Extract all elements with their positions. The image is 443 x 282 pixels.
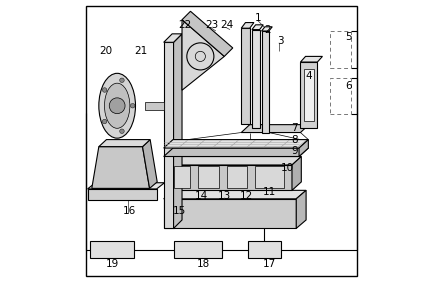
Polygon shape <box>292 157 301 190</box>
Polygon shape <box>261 27 272 31</box>
Polygon shape <box>300 62 317 128</box>
Polygon shape <box>296 190 306 228</box>
Circle shape <box>102 119 107 124</box>
Polygon shape <box>88 183 164 189</box>
Bar <box>330 31 351 68</box>
Circle shape <box>130 103 135 108</box>
Polygon shape <box>174 166 190 188</box>
Text: 21: 21 <box>135 46 148 56</box>
Text: 6: 6 <box>345 81 352 91</box>
Text: 2: 2 <box>265 25 272 35</box>
Polygon shape <box>261 31 269 133</box>
Text: 17: 17 <box>263 259 276 269</box>
Text: 15: 15 <box>173 206 186 217</box>
Polygon shape <box>182 20 224 90</box>
Polygon shape <box>88 189 157 200</box>
Bar <box>330 78 351 114</box>
Polygon shape <box>168 165 292 190</box>
Text: 16: 16 <box>123 206 136 217</box>
Circle shape <box>120 78 124 83</box>
Polygon shape <box>164 199 296 228</box>
Bar <box>174 241 222 258</box>
Polygon shape <box>252 30 260 128</box>
Ellipse shape <box>105 83 130 128</box>
Text: 24: 24 <box>221 20 234 30</box>
Text: 7: 7 <box>291 123 298 133</box>
Polygon shape <box>227 166 247 188</box>
Polygon shape <box>300 56 323 62</box>
Text: 10: 10 <box>281 163 294 173</box>
Circle shape <box>120 129 124 133</box>
Polygon shape <box>92 147 150 188</box>
Polygon shape <box>255 166 284 188</box>
Polygon shape <box>241 23 254 28</box>
Bar <box>90 241 134 258</box>
Polygon shape <box>164 140 308 148</box>
Bar <box>145 102 164 110</box>
Polygon shape <box>168 157 301 165</box>
Text: 18: 18 <box>197 259 210 269</box>
Ellipse shape <box>99 73 136 138</box>
Text: 9: 9 <box>291 146 298 156</box>
Circle shape <box>109 98 125 114</box>
Text: 4: 4 <box>306 71 312 81</box>
Polygon shape <box>164 190 306 199</box>
Polygon shape <box>304 69 314 121</box>
Text: 22: 22 <box>178 20 191 30</box>
Text: 23: 23 <box>205 20 218 30</box>
Circle shape <box>102 88 107 92</box>
Polygon shape <box>164 148 308 157</box>
Text: 13: 13 <box>218 191 231 201</box>
Text: 3: 3 <box>277 36 284 46</box>
Text: 8: 8 <box>291 135 298 145</box>
Polygon shape <box>241 28 250 124</box>
Polygon shape <box>99 140 150 147</box>
Text: 19: 19 <box>106 259 120 269</box>
Text: 11: 11 <box>263 187 276 197</box>
Polygon shape <box>252 25 263 30</box>
Polygon shape <box>241 125 309 133</box>
Text: 12: 12 <box>240 191 253 201</box>
Polygon shape <box>198 166 219 188</box>
Polygon shape <box>174 34 182 228</box>
Polygon shape <box>299 140 308 157</box>
Text: 5: 5 <box>345 32 352 42</box>
Text: 14: 14 <box>195 191 208 201</box>
Text: 20: 20 <box>99 46 113 56</box>
Polygon shape <box>182 11 233 56</box>
Text: 1: 1 <box>255 13 261 23</box>
Polygon shape <box>143 140 157 188</box>
Polygon shape <box>164 34 182 42</box>
Bar <box>248 241 281 258</box>
Polygon shape <box>164 42 174 228</box>
